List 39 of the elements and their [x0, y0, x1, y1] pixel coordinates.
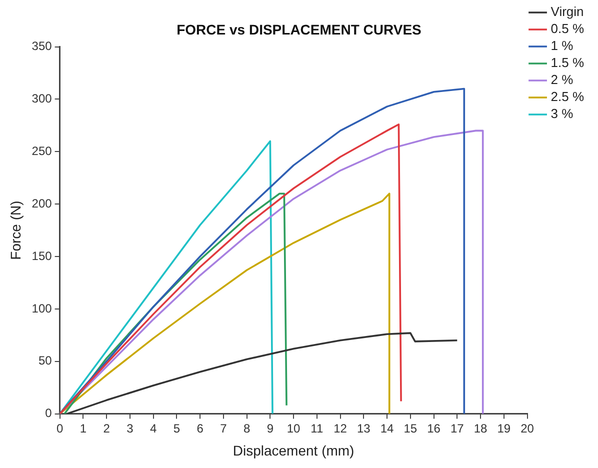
y-tick-label: 150	[32, 248, 52, 263]
x-tick-label: 9	[266, 421, 274, 436]
y-tick-label: 0	[45, 406, 52, 420]
x-tick-label: 16	[427, 421, 441, 436]
y-tick-label: 50	[38, 354, 52, 368]
chart-title: FORCE vs DISPLACEMENT CURVES	[176, 21, 422, 38]
y-tick-label: 100	[32, 301, 52, 316]
y-tick-label: 300	[32, 92, 52, 106]
y-tick-label: 200	[32, 196, 52, 210]
legend-label: 2.5 %	[550, 89, 584, 104]
x-tick-label: 5	[173, 421, 180, 436]
x-tick-label: 18	[474, 421, 488, 436]
legend-label: 1.5 %	[550, 55, 584, 70]
x-tick-label: 14	[380, 421, 394, 436]
legend-label: 2 %	[550, 72, 574, 88]
x-tick-label: 20	[520, 421, 534, 436]
x-tick-label: 0	[56, 421, 64, 436]
x-tick-label: 8	[243, 421, 250, 436]
x-tick-label: 3	[126, 421, 134, 436]
x-tick-label: 13	[356, 421, 371, 436]
x-tick-label: 12	[334, 421, 348, 436]
x-tick-label: 11	[310, 421, 324, 436]
x-tick-label: 19	[497, 421, 511, 436]
y-tick-label: 350	[32, 39, 52, 54]
legend-label: Virgin	[550, 4, 584, 20]
legend-label: 0.5 %	[550, 21, 584, 36]
x-tick-label: 6	[196, 421, 204, 436]
x-tick-label: 17	[450, 421, 464, 436]
legend-label: 1 %	[550, 38, 574, 54]
x-tick-label: 1	[80, 421, 87, 436]
x-tick-label: 7	[220, 421, 228, 436]
x-tick-label: 15	[404, 421, 418, 436]
x-tick-label: 2	[103, 421, 110, 436]
y-axis-title: Force (N)	[7, 200, 24, 260]
x-axis-title: Displacement (mm)	[232, 442, 354, 458]
y-tick-label: 250	[32, 144, 52, 158]
legend-label: 3 %	[550, 106, 574, 122]
x-tick-label: 4	[150, 421, 157, 436]
x-tick-label: 10	[286, 421, 301, 436]
